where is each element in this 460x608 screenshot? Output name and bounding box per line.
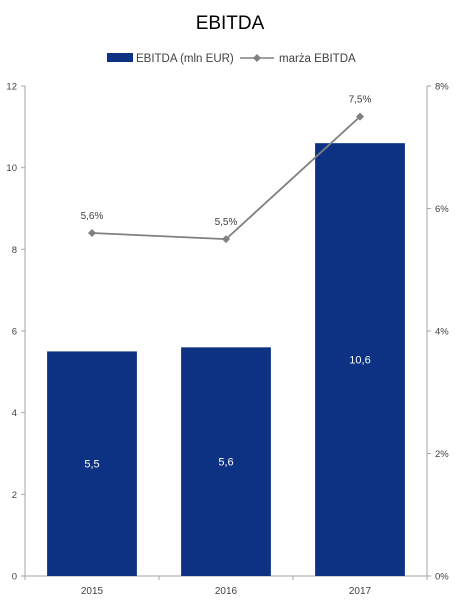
margin-data-label: 5,6% (81, 211, 104, 222)
y-right-tick-label: 2% (435, 449, 449, 460)
bar (47, 351, 137, 576)
y-left-tick-label: 10 (6, 163, 17, 174)
margin-point (222, 235, 230, 244)
y-left-tick-label: 12 (6, 82, 17, 93)
y-left-tick-label: 2 (12, 490, 17, 501)
y-left-tick-label: 8 (12, 245, 17, 256)
plot-area: 0 2 4 6 8 10 12 0% 2% 4% 6% 8% 2015 2016 2017 5,5 5,6 10,… (6, 82, 449, 598)
margin-data-label: 5,5% (215, 217, 238, 228)
y-right-tick-label: 4% (435, 327, 449, 338)
y-right-tick-label: 0% (435, 572, 449, 583)
legend-line-marker (253, 54, 261, 62)
bar-data-label: 10,6 (349, 355, 370, 367)
bar (181, 347, 271, 576)
y-left-tick-label: 0 (12, 572, 17, 583)
x-category-label: 2015 (81, 586, 104, 597)
legend-bar-label: EBITDA (mln EUR) (136, 53, 234, 65)
y-left-tick-label: 6 (12, 327, 17, 338)
margin-point (88, 229, 96, 237)
bar-data-label: 5,6 (218, 457, 233, 469)
x-category-label: 2017 (349, 586, 372, 597)
y-left-tick-label: 4 (12, 408, 17, 419)
y-right-tick-label: 8% (435, 82, 449, 93)
x-category-label: 2016 (215, 586, 238, 597)
bar-data-label: 5,5 (84, 459, 99, 471)
chart-title: EBITDA (196, 13, 265, 34)
legend-line-label: marża EBITDA (279, 53, 356, 65)
bar (315, 143, 405, 576)
legend-bar-swatch (107, 53, 133, 62)
margin-data-label: 7,5% (349, 95, 372, 106)
legend: EBITDA (mln EUR) marża EBITDA (107, 53, 356, 65)
y-right-tick-label: 6% (435, 204, 449, 215)
margin-point (356, 112, 364, 121)
